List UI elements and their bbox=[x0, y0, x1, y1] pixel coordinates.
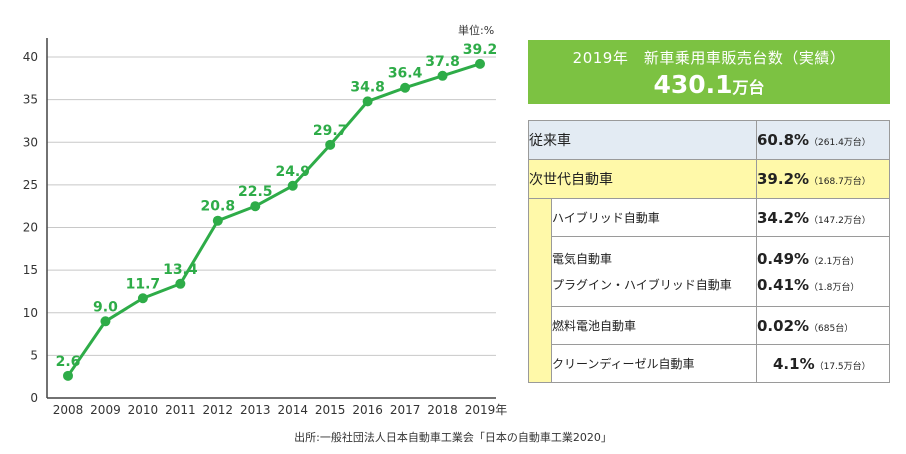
x-tick-label-4: 2012 bbox=[203, 403, 234, 417]
x-tick-label-0: 2008 bbox=[53, 403, 84, 417]
data-point-1 bbox=[100, 316, 111, 327]
data-point-8 bbox=[362, 96, 373, 107]
diesel-pct: 4.1% bbox=[773, 354, 815, 373]
ev-sub: （2.1万台） bbox=[809, 256, 860, 267]
x-tick-label-6: 2014 bbox=[277, 403, 308, 417]
ev-phv-value: 0.49%（2.1万台） 0.41%（1.8万台） bbox=[756, 236, 890, 307]
data-label-10: 37.8 bbox=[425, 54, 460, 70]
data-label-4: 20.8 bbox=[201, 199, 236, 215]
y-tick-label-5: 5 bbox=[30, 348, 38, 362]
conventional-label: 従来車 bbox=[528, 120, 757, 160]
data-label-9: 36.4 bbox=[388, 66, 423, 82]
diesel-value: 4.1%（17.5万台） bbox=[756, 344, 890, 383]
total-sales-number: 430.1 bbox=[653, 70, 733, 99]
fcv-pct: 0.02% bbox=[757, 316, 810, 335]
x-tick-label-1: 2009 bbox=[90, 403, 121, 417]
data-label-7: 29.7 bbox=[313, 123, 348, 139]
hybrid-sub: （147.2万台） bbox=[809, 215, 871, 226]
diesel-sub: （17.5万台） bbox=[814, 361, 871, 372]
axes bbox=[46, 38, 496, 399]
hybrid-label: ハイブリッド自動車 bbox=[551, 198, 757, 237]
y-tick-label-10: 10 bbox=[23, 306, 38, 320]
row-fcv: 燃料電池自動車 0.02%（685台） bbox=[529, 306, 890, 345]
x-tick-label-2: 2010 bbox=[128, 403, 159, 417]
ev-pct: 0.49% bbox=[757, 249, 810, 268]
phv-value: 0.41%（1.8万台） bbox=[757, 272, 889, 298]
line-chart: 0 5 10 15 20 25 30 35 40 2008 2009 2010 2011 2012 201… bbox=[23, 38, 508, 417]
next-gen-label: 次世代自動車 bbox=[528, 159, 757, 199]
phv-label: プラグイン・ハイブリッド自動車 bbox=[552, 277, 732, 292]
next-gen-value: 39.2%（168.7万台） bbox=[756, 159, 890, 199]
y-tick-label-40: 40 bbox=[23, 50, 38, 64]
data-label-6: 24.9 bbox=[275, 164, 310, 180]
x-tick-label-3: 2011 bbox=[165, 403, 196, 417]
conventional-value: 60.8%（261.4万台） bbox=[756, 120, 890, 160]
row-next-gen: 次世代自動車 39.2%（168.7万台） bbox=[528, 159, 890, 199]
phv-sub: （1.8万台） bbox=[809, 282, 860, 293]
source-note: 出所:一般社団法人日本自動車工業会「日本の自動車工業2020」 bbox=[294, 431, 612, 444]
total-sales-box: 2019年 新車乗用車販売台数（実績） 430.1万台 bbox=[528, 40, 890, 104]
breakdown-table: 従来車 60.8%（261.4万台） 次世代自動車 39.2%（168.7万台）… bbox=[528, 120, 890, 383]
data-point-6 bbox=[287, 180, 298, 191]
y-tick-label-0: 0 bbox=[30, 391, 38, 405]
series-line bbox=[66, 62, 481, 377]
data-point-7 bbox=[325, 139, 336, 150]
y-tick-label-30: 30 bbox=[23, 135, 38, 149]
total-sales-value: 430.1万台 bbox=[528, 70, 890, 99]
total-sales-title: 2019年 新車乗用車販売台数（実績） bbox=[572, 49, 846, 67]
data-point-0 bbox=[63, 370, 73, 381]
y-tick-label-20: 20 bbox=[23, 221, 38, 235]
y-tick-label-25: 25 bbox=[23, 178, 38, 192]
data-point-11 bbox=[475, 58, 485, 69]
series-line-group: 2.6 9.0 11.713.4 20.822.524.9 29.7 34.836.437… bbox=[56, 42, 498, 381]
x-axis-ticks: 2008 2009 2010 2011 2012 2013 2014 2015 2016 2017… bbox=[53, 403, 508, 417]
unit-label: 単位:% bbox=[458, 24, 495, 37]
conventional-sub: （261.4万台） bbox=[809, 138, 871, 148]
x-tick-label-5: 2013 bbox=[240, 403, 271, 417]
data-label-0: 2.6 bbox=[56, 354, 81, 370]
y-tick-label-15: 15 bbox=[23, 263, 38, 277]
data-point-5 bbox=[250, 201, 261, 212]
conventional-pct: 60.8% bbox=[757, 131, 810, 149]
next-gen-sub: （168.7万台） bbox=[809, 177, 871, 187]
hybrid-value: 34.2%（147.2万台） bbox=[756, 198, 890, 237]
total-sales-unit: 万台 bbox=[732, 78, 765, 97]
data-label-8: 34.8 bbox=[350, 79, 385, 95]
data-point-4 bbox=[212, 215, 223, 226]
diesel-label: クリーンディーゼル自動車 bbox=[551, 344, 757, 383]
data-label-2: 11.7 bbox=[126, 276, 161, 292]
next-gen-indent bbox=[528, 198, 552, 383]
y-axis-ticks: 0 5 10 15 20 25 30 35 40 bbox=[23, 50, 38, 405]
ev-value: 0.49%（2.1万台） bbox=[757, 246, 889, 272]
data-point-2 bbox=[137, 293, 148, 304]
data-label-1: 9.0 bbox=[93, 299, 118, 315]
hybrid-pct: 34.2% bbox=[757, 208, 810, 227]
row-hybrid: ハイブリッド自動車 34.2%（147.2万台） bbox=[528, 198, 890, 383]
x-tick-label-8: 2016 bbox=[352, 403, 383, 417]
fcv-sub: （685台） bbox=[809, 323, 854, 334]
row-diesel: クリーンディーゼル自動車 4.1%（17.5万台） bbox=[529, 344, 890, 383]
x-tick-label-7: 2015 bbox=[315, 403, 346, 417]
data-point-10 bbox=[437, 70, 448, 81]
row-conventional: 従来車 60.8%（261.4万台） bbox=[528, 120, 890, 160]
data-label-5: 22.5 bbox=[238, 184, 273, 200]
fcv-label: 燃料電池自動車 bbox=[551, 306, 757, 345]
x-tick-label-11: 2019年 bbox=[465, 403, 508, 417]
row-ev-phv: 電気自動車 プラグイン・ハイブリッド自動車 0.49%（2.1万台） 0.41%… bbox=[529, 236, 890, 307]
x-tick-label-10: 2018 bbox=[427, 403, 458, 417]
ev-phv-label: 電気自動車 プラグイン・ハイブリッド自動車 bbox=[551, 236, 757, 307]
next-gen-pct: 39.2% bbox=[757, 170, 810, 188]
data-label-11: 39.2 bbox=[463, 42, 498, 58]
x-tick-label-9: 2017 bbox=[390, 403, 421, 417]
data-label-3: 13.4 bbox=[163, 262, 198, 278]
data-point-3 bbox=[175, 278, 186, 289]
fcv-value: 0.02%（685台） bbox=[756, 306, 890, 345]
phv-pct: 0.41% bbox=[757, 275, 810, 294]
y-tick-label-35: 35 bbox=[23, 93, 38, 107]
ev-label: 電気自動車 bbox=[552, 251, 613, 266]
data-point-9 bbox=[400, 82, 411, 93]
